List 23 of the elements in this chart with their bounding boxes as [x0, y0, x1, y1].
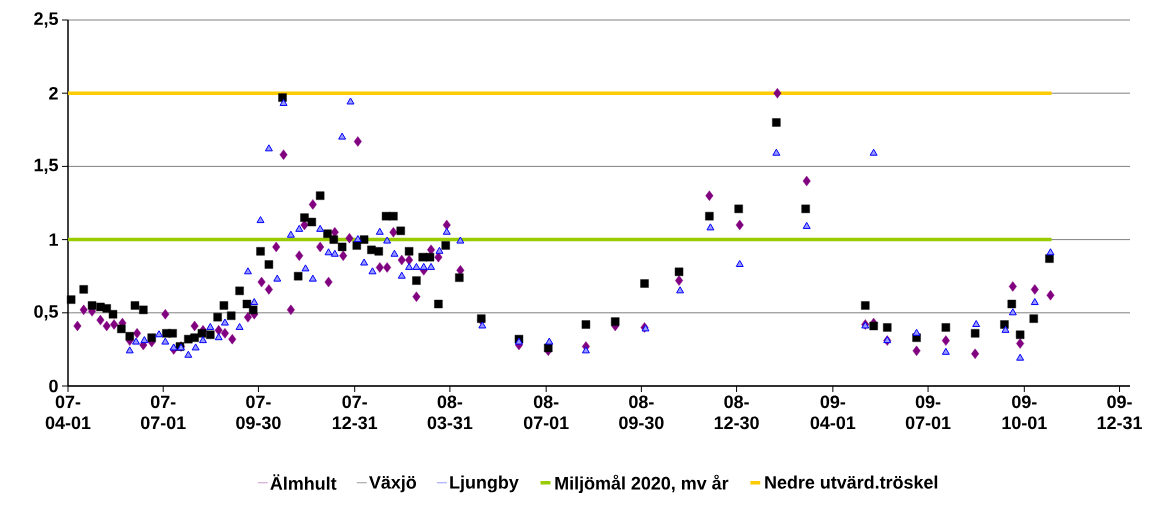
y-tick-label: 1 [49, 233, 58, 246]
x-tick-label: 08-12-30 [714, 395, 759, 430]
x-tick-label: 07-07-01 [140, 395, 186, 430]
x-tick-label: 09-07-01 [905, 395, 951, 430]
legend-label: Miljömål 2020, mv år [555, 474, 729, 494]
legend-label: Nedre utvärd.tröskel [765, 475, 938, 489]
y-tick-label: 0 [49, 379, 58, 393]
y-tick-label: 2 [49, 86, 58, 100]
x-tick-label: 07-09-30 [236, 395, 281, 430]
x-tick-label: 09-10-01 [1002, 395, 1047, 430]
y-tick-label: 1,5 [34, 158, 58, 174]
x-tick-label: 09-04-01 [810, 395, 856, 430]
legend-label: Älmhult [270, 474, 337, 490]
x-tick-label: 07-04-01 [45, 395, 91, 430]
x-tick-label: 07-12-31 [332, 395, 378, 430]
x-tick-label: 08-09-30 [619, 395, 664, 430]
y-tick-label: 0,5 [34, 305, 58, 321]
x-tick-label: 09-12-31 [1097, 395, 1142, 430]
legend-label: Växjö [369, 475, 417, 493]
x-tick-label: 08-07-01 [523, 395, 569, 430]
legend-label: Ljungby [450, 475, 519, 493]
x-tick-label: 08-03-31 [427, 395, 473, 430]
y-tick-label: 2,5 [34, 12, 58, 28]
